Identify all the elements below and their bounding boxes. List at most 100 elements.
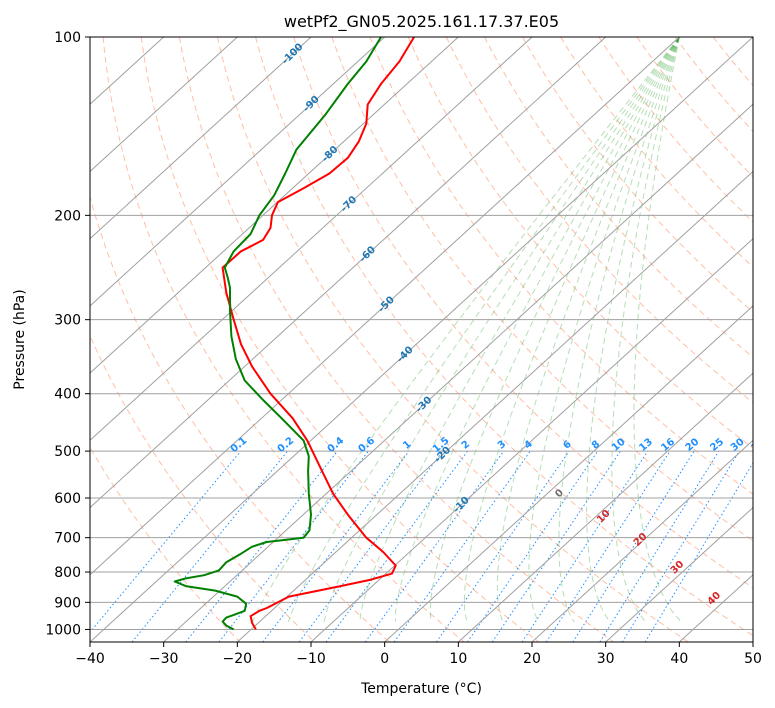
x-tick-label: 10 — [449, 651, 467, 667]
profile-lines — [173, 37, 415, 631]
moist-adiabat-line — [429, 37, 680, 622]
y-axis-label: Pressure (hPa) — [12, 289, 28, 389]
moist-adiabat-line — [463, 37, 680, 622]
y-tick-label: 800 — [54, 565, 81, 581]
isotherm-line — [90, 37, 533, 442]
dry-adiabat-line — [255, 37, 753, 637]
isotherm-line — [752, 641, 753, 642]
mixing-ratio-line — [90, 450, 242, 633]
moist-adiabats — [252, 37, 682, 623]
mixing-ratio-line — [491, 450, 621, 642]
moist-adiabat-line — [528, 37, 680, 622]
mixing-ratio-line — [521, 450, 649, 642]
mixing-ratio-label: 0.2 — [276, 435, 297, 455]
mixing-ratio-line — [644, 461, 753, 642]
mixing-ratio-label: 36 — [750, 436, 768, 453]
dry-adiabat-line — [90, 334, 316, 642]
dry-adiabat-line — [598, 37, 753, 223]
dry-adiabat-line — [140, 37, 540, 642]
isotherm-grid — [90, 37, 753, 642]
mixing-ratio-label: 0.6 — [356, 435, 377, 455]
dry-adiabat-line — [560, 37, 753, 268]
y-tick-label: 100 — [54, 30, 81, 46]
y-tick-label: 200 — [54, 208, 81, 224]
isotherm-line — [163, 103, 753, 642]
dry-adiabat-line — [750, 37, 753, 40]
mixing-ratio-label: 1 — [401, 439, 413, 452]
x-tick-label: 40 — [670, 651, 688, 667]
y-tick-label: 500 — [54, 444, 81, 460]
mixing-ratio-line — [218, 450, 369, 642]
isotherm-line — [531, 439, 753, 642]
x-tick-label: 50 — [744, 651, 762, 667]
x-axis-ticks: −40 −30 −20 −10 0 10 20 30 40 50 — [75, 642, 762, 667]
mixing-ratio-line — [621, 450, 740, 642]
dry-adiabat-line — [369, 37, 753, 495]
y-tick-label: 900 — [54, 595, 81, 611]
y-tick-label: 1000 — [45, 622, 81, 638]
dry-adiabat-line — [712, 37, 753, 87]
moist-adiabat-line — [496, 37, 680, 622]
moist-adiabat-line — [287, 37, 680, 622]
mixing-ratio-label: 0.1 — [229, 435, 250, 455]
y-tick-label: 400 — [54, 387, 81, 403]
isotherm-line — [384, 305, 753, 642]
isotherm-line — [90, 37, 386, 307]
dry-adiabat-line — [407, 37, 753, 449]
moist-adiabat-line — [586, 37, 680, 623]
isotherm-line — [90, 37, 680, 576]
isobar-grid — [90, 37, 753, 630]
mixing-ratio-label: 2 — [460, 439, 472, 452]
isotherm-line — [236, 170, 753, 642]
dry-adiabat-line — [90, 194, 390, 642]
x-tick-label: −10 — [296, 651, 326, 667]
moist-adiabat-line — [395, 37, 680, 622]
mixing-ratio-label: 4 — [523, 439, 535, 452]
x-tick-label: 30 — [597, 651, 615, 667]
mixing-ratio-line — [325, 450, 468, 642]
plot-area: 0.1 0.2 0.4 0.6 1 1.5 2 3 4 6 8 10 13 16 20 25 30 36-100-… — [90, 37, 768, 642]
mixing-ratio-line — [185, 450, 338, 642]
isotherm-line — [605, 506, 753, 642]
mixing-ratio-line — [364, 450, 505, 642]
moist-adiabat-line — [323, 37, 680, 622]
mixing-ratio-line — [131, 450, 288, 642]
moist-adiabat-line — [633, 37, 682, 623]
y-tick-label: 300 — [54, 313, 81, 329]
isotherm-line — [457, 372, 753, 642]
isotherm-line — [90, 37, 238, 173]
isotherm-line — [310, 237, 753, 642]
mixing-ratio-line — [467, 450, 599, 642]
isotherm-line — [90, 37, 607, 509]
mixing-ratio-lines — [90, 450, 753, 642]
y-tick-label: 600 — [54, 491, 81, 507]
mixing-ratio-line — [262, 450, 410, 642]
dry-adiabat-line — [522, 37, 753, 313]
dry-adiabat-line — [102, 37, 465, 642]
y-tick-label: 700 — [54, 531, 81, 547]
x-tick-label: −20 — [223, 651, 253, 667]
y-axis-ticks: 100 200 300 400 500 600 700 800 900 1000 — [45, 30, 90, 638]
moist-adiabat-label: 30 — [669, 559, 687, 577]
mixing-ratio-line — [298, 450, 444, 642]
dry-adiabat-line — [90, 446, 241, 642]
dry-adiabat-line — [217, 37, 689, 642]
dry-adiabats — [90, 37, 753, 642]
x-tick-label: 0 — [380, 651, 389, 667]
moist-adiabat-line — [359, 37, 680, 622]
dry-adiabat-line — [293, 37, 753, 589]
x-tick-label: 20 — [523, 651, 541, 667]
mixing-ratio-line — [599, 450, 720, 642]
mixing-ratio-label: 6 — [561, 439, 573, 452]
dry-adiabat-line — [483, 37, 753, 358]
dry-adiabat-line — [178, 37, 614, 642]
mixing-ratio-label: 0.4 — [326, 435, 347, 455]
moist-adiabat-line — [611, 37, 680, 623]
dewpoint-profile-line — [173, 37, 382, 631]
mixing-ratio-label: 3 — [496, 439, 508, 452]
x-axis-label: Temperature (°C) — [360, 681, 482, 697]
mixing-ratio-line — [436, 450, 570, 642]
isotherm-line — [90, 37, 753, 642]
plot-frame — [89, 36, 754, 643]
